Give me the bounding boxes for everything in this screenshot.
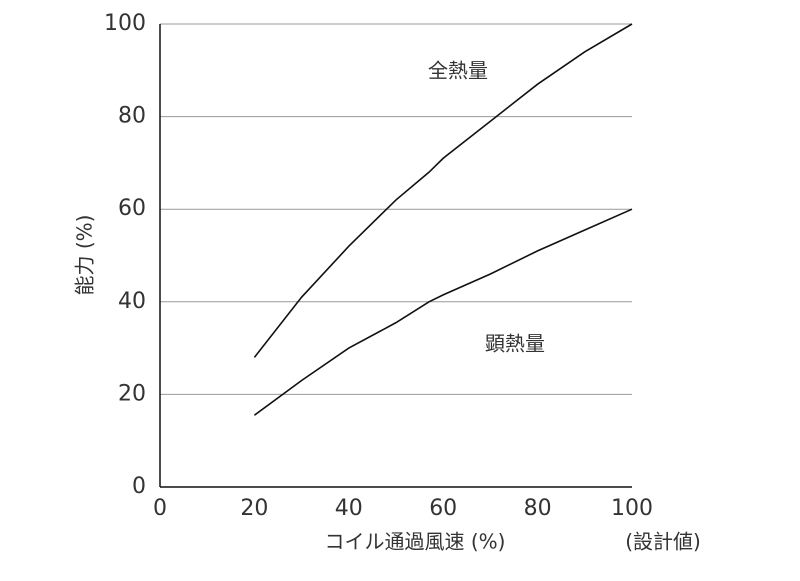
x-axis-label: コイル通過風速 (%) [325, 530, 506, 554]
line-series [253, 23, 633, 358]
y-tick-label: 80 [118, 104, 146, 129]
x-tick-label: 40 [335, 496, 363, 521]
y-tick-label: 40 [118, 289, 146, 314]
series-label: 顕熱量 [485, 332, 545, 356]
x-tick-label: 80 [524, 496, 552, 521]
line-series [253, 208, 633, 416]
x-tick-label: 20 [240, 496, 268, 521]
series-label: 全熱量 [428, 59, 488, 83]
y-tick-label: 100 [104, 11, 146, 36]
x-tick-label: 100 [611, 496, 653, 521]
x-axis-note: (設計値) [625, 530, 701, 554]
x-tick-label: 60 [429, 496, 457, 521]
y-tick-label: 20 [118, 381, 146, 406]
y-tick-label: 60 [118, 196, 146, 221]
y-axis-label: 能力 (%) [73, 215, 97, 296]
x-tick-label: 0 [153, 496, 167, 521]
y-tick-label: 0 [132, 474, 146, 499]
